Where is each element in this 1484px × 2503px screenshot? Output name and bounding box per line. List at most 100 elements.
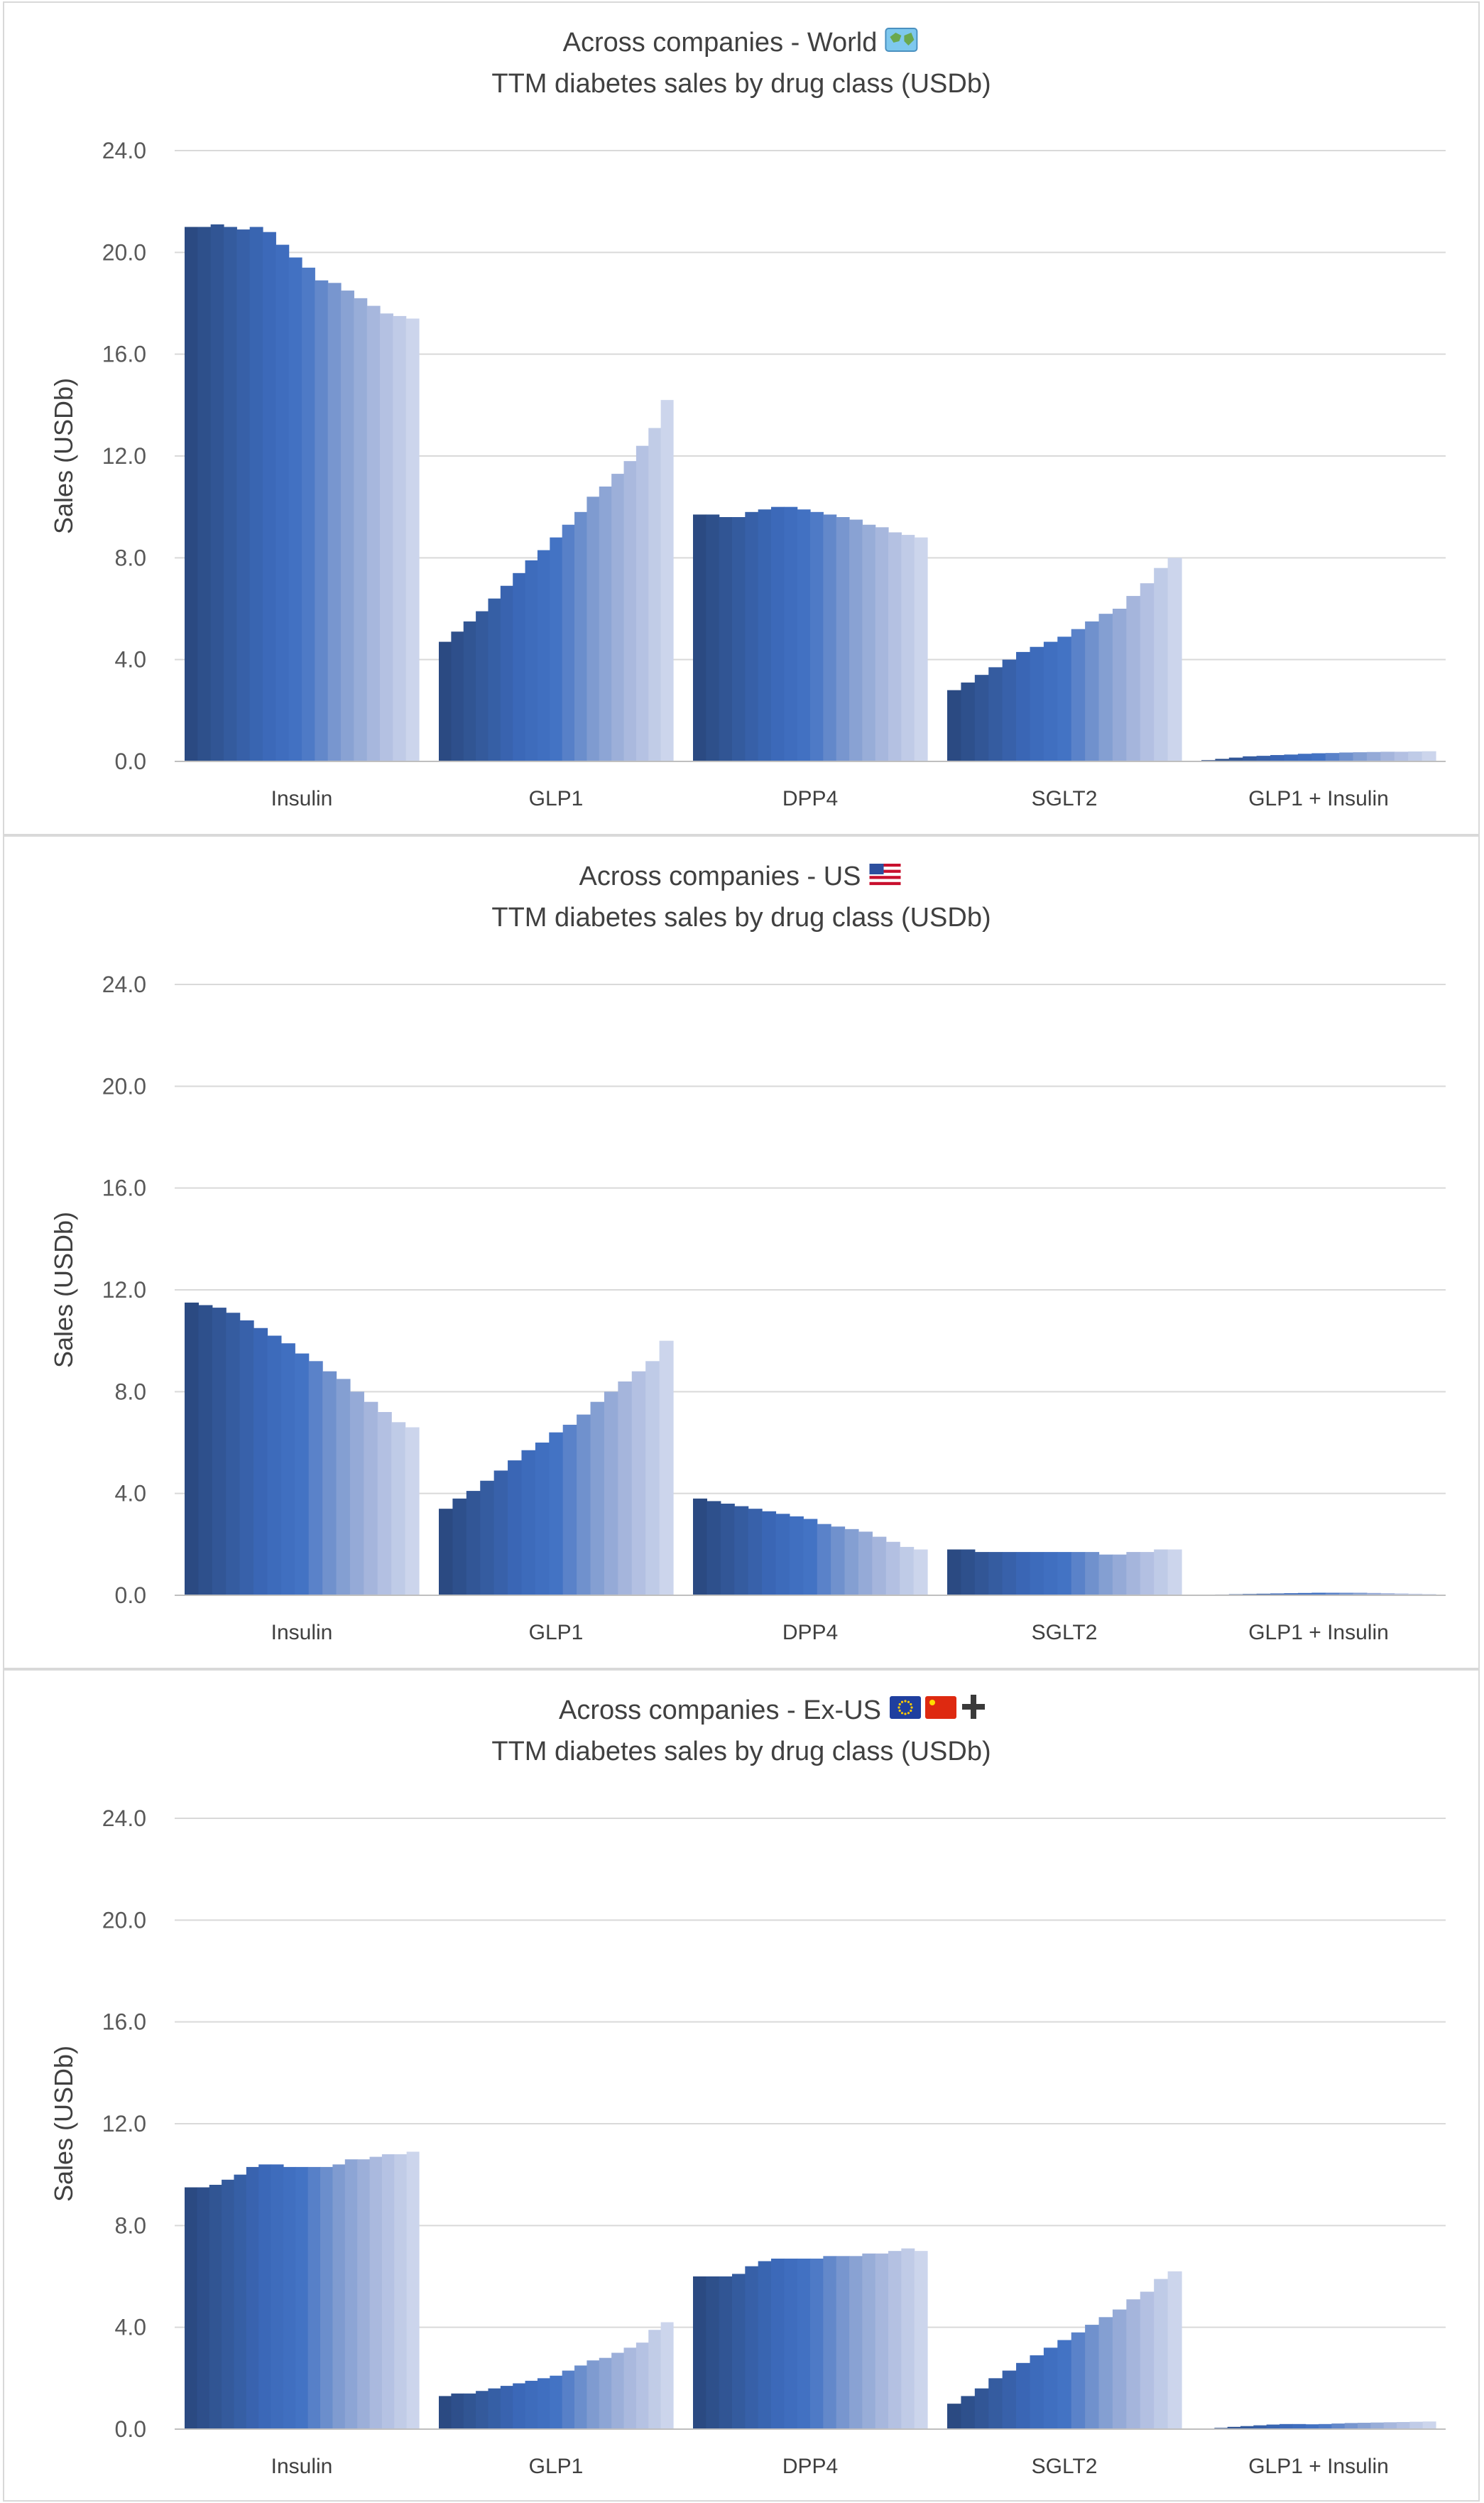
bar xyxy=(574,2365,588,2429)
bar xyxy=(366,305,381,762)
chart-panel-ex-us: Across companies - Ex-US TTM diabetes sal… xyxy=(3,1669,1480,2502)
bar xyxy=(1370,2422,1385,2429)
y-tick-label: 12.0 xyxy=(102,443,146,469)
bar xyxy=(849,519,863,761)
bar xyxy=(476,611,489,761)
bar xyxy=(493,1470,508,1595)
bar xyxy=(537,2378,550,2429)
bar xyxy=(648,428,662,761)
bar xyxy=(623,461,637,761)
y-tick-label: 24.0 xyxy=(102,1806,146,1831)
bar xyxy=(283,2166,296,2429)
bar xyxy=(875,2253,889,2429)
bar xyxy=(1311,1592,1326,1595)
bar xyxy=(1098,1554,1113,1595)
bar xyxy=(466,1491,481,1595)
bar-group-glp1 xyxy=(439,1340,674,1595)
y-tick-label: 4.0 xyxy=(115,647,146,673)
bar xyxy=(1297,1592,1312,1595)
bar xyxy=(210,224,224,761)
bar xyxy=(1126,1552,1141,1595)
bar xyxy=(1085,2325,1100,2429)
bar xyxy=(1167,1549,1182,1595)
bar xyxy=(784,506,798,761)
bar xyxy=(197,227,212,761)
bar xyxy=(1339,752,1354,761)
bar xyxy=(357,2159,371,2429)
bar xyxy=(500,585,513,761)
bar xyxy=(947,2404,962,2429)
bar xyxy=(406,2151,420,2429)
bar xyxy=(1140,2291,1155,2429)
bar-group-sglt2 xyxy=(947,1549,1182,1595)
bar xyxy=(488,598,501,761)
eu-china-flags-plus-icon xyxy=(890,1695,986,1719)
bar xyxy=(288,257,302,761)
bar xyxy=(1043,1552,1058,1595)
bar xyxy=(797,2258,811,2429)
bar xyxy=(1243,756,1257,761)
bar xyxy=(1353,1592,1368,1595)
bar-group-glp1 xyxy=(439,2322,674,2429)
bar xyxy=(844,1529,859,1595)
bar xyxy=(577,1414,591,1595)
bar xyxy=(719,517,733,761)
bar xyxy=(439,641,452,761)
bar xyxy=(320,2166,334,2429)
bar xyxy=(961,2396,976,2429)
bar xyxy=(1071,629,1086,761)
bar xyxy=(393,315,407,761)
bar xyxy=(706,2276,720,2429)
bar xyxy=(901,2248,915,2429)
chart-panel-world: Across companies - World TTM diabetes sal… xyxy=(3,1,1480,835)
bar xyxy=(295,1353,310,1595)
bar xyxy=(236,229,251,762)
bar xyxy=(1112,1554,1127,1595)
bar xyxy=(521,1450,536,1595)
bar xyxy=(212,1308,227,1595)
bar xyxy=(1043,2347,1058,2429)
bar xyxy=(586,496,600,761)
bar xyxy=(974,2388,989,2429)
x-category-label: Insulin xyxy=(271,1621,333,1644)
bar-group-sglt2 xyxy=(947,2271,1182,2429)
bar xyxy=(451,2393,464,2429)
bar xyxy=(1266,2424,1280,2429)
bar-group-dpp4 xyxy=(693,1498,928,1595)
bar xyxy=(1311,753,1326,761)
bar xyxy=(1284,1593,1299,1595)
bar xyxy=(341,291,354,762)
x-category-label: GLP1 xyxy=(529,787,584,810)
bar xyxy=(1016,1552,1031,1595)
bar xyxy=(693,514,706,761)
bar xyxy=(1002,659,1017,761)
bar-group-dpp4 xyxy=(693,2248,928,2429)
bar xyxy=(660,400,674,761)
bar xyxy=(823,514,837,761)
bar xyxy=(1422,2421,1436,2429)
bar xyxy=(1071,2332,1086,2429)
bar xyxy=(914,537,928,761)
bar xyxy=(706,1501,721,1595)
bar-group-glp1-insulin xyxy=(1201,751,1436,762)
bar xyxy=(336,1379,351,1595)
bar xyxy=(258,2164,272,2429)
bar xyxy=(604,1391,618,1595)
bar xyxy=(1240,2426,1254,2429)
bar xyxy=(1030,1552,1044,1595)
bar xyxy=(1002,2370,1017,2429)
bar xyxy=(758,2261,772,2429)
chart-title: Across companies - World xyxy=(563,28,878,58)
bar xyxy=(1016,2362,1031,2429)
bar xyxy=(1339,1592,1354,1595)
bar xyxy=(1408,1593,1423,1595)
bar xyxy=(719,2276,733,2429)
bar xyxy=(369,2156,383,2429)
y-tick-label: 24.0 xyxy=(102,138,146,163)
y-tick-label: 8.0 xyxy=(115,2212,146,2238)
bar xyxy=(1394,1593,1409,1595)
x-category-label: Insulin xyxy=(271,787,333,810)
bar xyxy=(280,1343,295,1595)
bar xyxy=(693,1498,708,1595)
x-category-label: SGLT2 xyxy=(1032,1621,1098,1644)
